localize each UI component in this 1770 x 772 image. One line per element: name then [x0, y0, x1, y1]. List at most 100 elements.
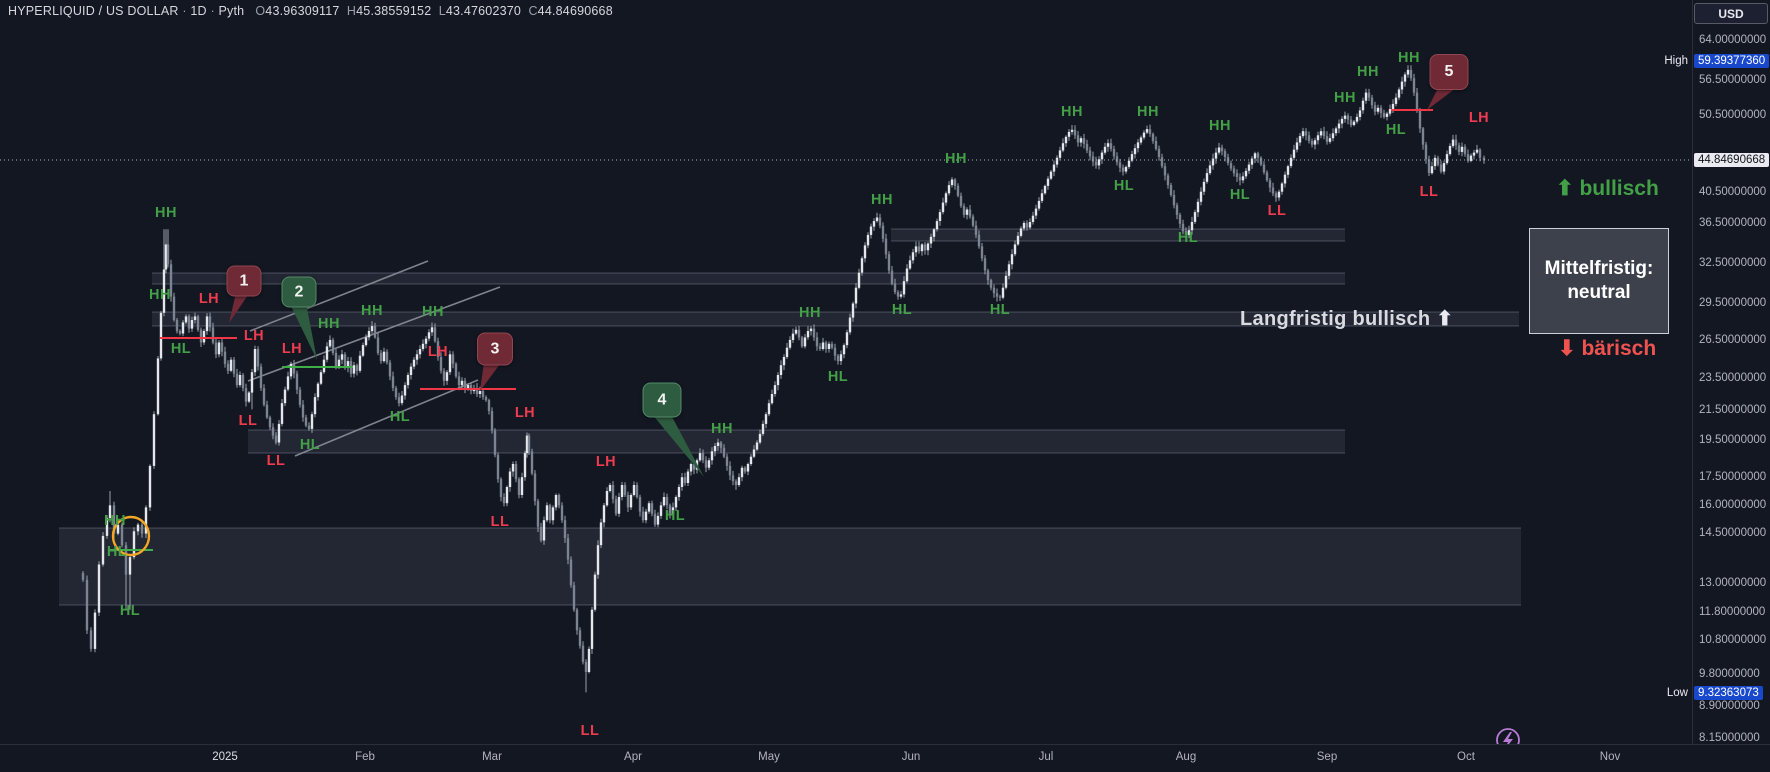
high-tag: High: [1664, 55, 1688, 67]
time-tick: Sep: [1316, 751, 1338, 763]
price-tick: 40.50000000: [1699, 186, 1767, 198]
support-resistance-zone: [59, 528, 1521, 605]
swing-label-hh: HH: [1209, 118, 1231, 134]
marker-tail: [480, 362, 500, 391]
mittelfristig-box: Mittelfristig: neutral: [1529, 228, 1669, 334]
swing-label-ll: LL: [266, 453, 286, 469]
swing-label-hl: HL: [989, 302, 1011, 318]
swing-label-lh: LH: [514, 405, 536, 421]
swing-label-hh: HH: [945, 151, 967, 167]
marker-tail: [229, 293, 248, 323]
swing-label-hl: HL: [170, 341, 192, 357]
swing-label-hl: HL: [891, 302, 913, 318]
support-resistance-zone: [891, 229, 1345, 241]
swing-label-lh: LH: [281, 341, 303, 357]
swing-label-lh: LH: [1468, 110, 1490, 126]
swing-label-ll: LL: [1267, 203, 1287, 219]
swing-label-hl: HL: [299, 437, 321, 453]
time-axis[interactable]: 2025 Feb Mar Apr May Jun Jul Aug Sep Oct Nov: [0, 744, 1770, 772]
price-axis[interactable]: 64.00000000 56.50000000 50.50000000 40.5000…: [1692, 0, 1770, 744]
swing-label-hl: HL: [1177, 230, 1199, 246]
price-tick: 50.50000000: [1699, 109, 1767, 121]
price-tick: 29.50000000: [1699, 297, 1767, 309]
marker-tail: [290, 303, 317, 360]
candles-layer: [81, 65, 1486, 693]
price-tick: 17.50000000: [1699, 471, 1767, 483]
swing-label-hh: HH: [149, 287, 171, 303]
swing-label-hl: HL: [827, 369, 849, 385]
swing-label-hh: HH: [711, 421, 733, 437]
time-tick: Jun: [901, 751, 921, 763]
numbered-marker-3[interactable]: 3: [477, 332, 513, 366]
swing-label-hh: HH: [361, 303, 383, 319]
bullish-note: ⬆ bullisch: [1556, 177, 1659, 200]
swing-label-hh: HH: [799, 305, 821, 321]
price-tick: 21.50000000: [1699, 404, 1767, 416]
symbol-ohlc-header[interactable]: HYPERLIQUID / US DOLLAR · 1D · Pyth O43.…: [8, 4, 613, 18]
swing-label-hh: HH: [1061, 104, 1083, 120]
marker-tail: [652, 413, 704, 477]
trendline: [294, 379, 479, 457]
symbol-title[interactable]: HYPERLIQUID / US DOLLAR: [8, 4, 179, 18]
price-tick: 32.50000000: [1699, 257, 1767, 269]
swing-label-ll: LL: [238, 413, 258, 429]
close-value: 44.84690668: [537, 4, 613, 18]
swing-label-ll: LL: [580, 723, 600, 739]
swing-label-ll: LL: [490, 514, 510, 530]
swing-label-hl: HL: [1113, 178, 1135, 194]
low-value: 43.47602370: [445, 4, 522, 18]
numbered-marker-5[interactable]: 5: [1429, 54, 1469, 90]
time-tick: Feb: [355, 751, 375, 763]
support-resistance-zone: [152, 312, 1519, 326]
swing-label-hl: HL: [389, 409, 411, 425]
price-tick: 13.00000000: [1699, 577, 1767, 589]
support-resistance-zone: [152, 273, 1345, 284]
up-arrow-icon: ⬆: [1556, 177, 1574, 200]
time-tick: Apr: [624, 751, 642, 763]
marker-tail: [1427, 88, 1456, 110]
low-price-badge: 9.32363073: [1694, 686, 1763, 700]
price-tick: 8.90000000: [1699, 700, 1760, 712]
price-tick: 14.50000000: [1699, 527, 1767, 539]
price-tick: 36.50000000: [1699, 217, 1767, 229]
flash-icon: [1496, 728, 1520, 744]
swing-label-hh: HH: [318, 316, 340, 332]
swing-label-lh: LH: [595, 454, 617, 470]
swing-label-hl: HL: [106, 544, 128, 560]
price-tick: 8.15000000: [1699, 732, 1760, 744]
high-value: 45.38559152: [356, 4, 432, 18]
candlestick-chart[interactable]: [0, 0, 1770, 744]
time-tick: Aug: [1175, 751, 1197, 763]
swing-label-hl: HL: [119, 603, 141, 619]
swing-label-hh: HH: [104, 513, 126, 529]
numbered-marker-1[interactable]: 1: [226, 265, 262, 297]
swing-label-hh: HH: [1357, 64, 1379, 80]
swing-label-hl: HL: [1229, 187, 1251, 203]
price-tick: 16.00000000: [1699, 499, 1767, 511]
open-value: 43.96309117: [265, 4, 340, 18]
swing-label-hh: HH: [1398, 50, 1420, 66]
langfristig-note: Langfristig bullisch ⬆: [1240, 308, 1454, 330]
time-tick: Nov: [1599, 751, 1621, 763]
current-price-badge: 44.84690668: [1694, 153, 1770, 167]
swing-label-lh: LH: [198, 291, 220, 307]
swing-label-hh: HH: [422, 304, 444, 320]
high-price-badge: 59.39377360: [1694, 54, 1770, 68]
swing-label-hl: HL: [664, 508, 686, 524]
price-tick: 64.00000000: [1699, 34, 1767, 46]
numbered-marker-4[interactable]: 4: [642, 382, 682, 418]
up-arrow-icon: ⬆: [1436, 308, 1454, 330]
swing-label-hh: HH: [155, 205, 177, 221]
time-tick: Mar: [482, 751, 502, 763]
low-tag: Low: [1666, 687, 1688, 699]
price-tick: 23.50000000: [1699, 372, 1767, 384]
price-tick: 10.80000000: [1699, 634, 1767, 646]
swing-label-hh: HH: [1137, 104, 1159, 120]
numbered-marker-2[interactable]: 2: [281, 276, 317, 308]
interval-label[interactable]: 1D: [190, 4, 207, 18]
price-tick: 26.50000000: [1699, 334, 1767, 346]
support-resistance-zone: [248, 430, 1345, 453]
time-tick: Oct: [1457, 751, 1475, 763]
currency-toggle-button[interactable]: USD: [1694, 3, 1768, 24]
